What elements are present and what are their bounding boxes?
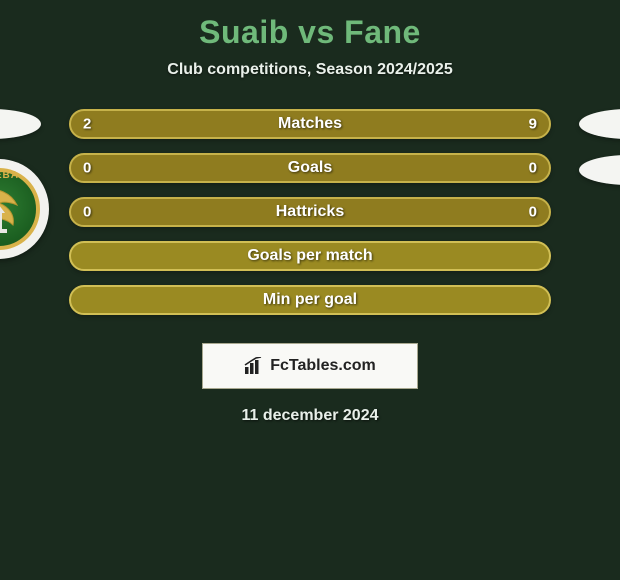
- stat-bar-matches: 2 Matches 9: [69, 109, 551, 139]
- stat-bar-goals: 0 Goals 0: [69, 153, 551, 183]
- stat-label: Goals: [288, 159, 332, 177]
- bar-chart-icon: [244, 357, 264, 375]
- stat-right-value: 0: [529, 204, 537, 221]
- date-text: 11 december 2024: [242, 407, 379, 425]
- subtitle: Club competitions, Season 2024/2025: [167, 61, 452, 79]
- stat-row: 0 Goals 0: [69, 153, 551, 183]
- stat-row: 2 Matches 9: [69, 109, 551, 139]
- crest-abbrev: RSEBA: [0, 170, 36, 181]
- page-title: Suaib vs Fane: [199, 14, 421, 51]
- stat-label: Goals per match: [247, 247, 372, 265]
- stat-row: 0 Hattricks 0: [69, 197, 551, 227]
- player1-name: Suaib: [199, 14, 289, 50]
- comparison-card: Suaib vs Fane Club competitions, Season …: [0, 0, 620, 425]
- stats-list: RSEBA 2 Matches 9 0 Goals 0: [69, 109, 551, 329]
- player2-badge-placeholder: [579, 109, 620, 139]
- stat-left-value: 2: [83, 116, 91, 133]
- player2-name: Fane: [344, 14, 421, 50]
- player2-badge-placeholder-2: [579, 155, 620, 185]
- stat-bar-goals-per-match: Goals per match: [69, 241, 551, 271]
- player1-club-crest: RSEBA: [0, 159, 49, 259]
- crest-icon: [0, 179, 29, 239]
- stat-right-value: 9: [529, 116, 537, 133]
- stat-label: Min per goal: [263, 291, 357, 309]
- stat-label: Hattricks: [276, 203, 344, 221]
- footer-attribution: FcTables.com: [202, 343, 418, 389]
- stat-bar-min-per-goal: Min per goal: [69, 285, 551, 315]
- footer-brand-text: FcTables.com: [270, 357, 376, 375]
- stat-bar-hattricks: 0 Hattricks 0: [69, 197, 551, 227]
- stat-left-value: 0: [83, 160, 91, 177]
- stat-row: Goals per match: [69, 241, 551, 271]
- stat-right-value: 0: [529, 160, 537, 177]
- player1-badge-placeholder: [0, 109, 41, 139]
- stat-row: Min per goal: [69, 285, 551, 315]
- stat-label: Matches: [278, 115, 342, 133]
- vs-text: vs: [298, 14, 335, 50]
- stat-left-value: 0: [83, 204, 91, 221]
